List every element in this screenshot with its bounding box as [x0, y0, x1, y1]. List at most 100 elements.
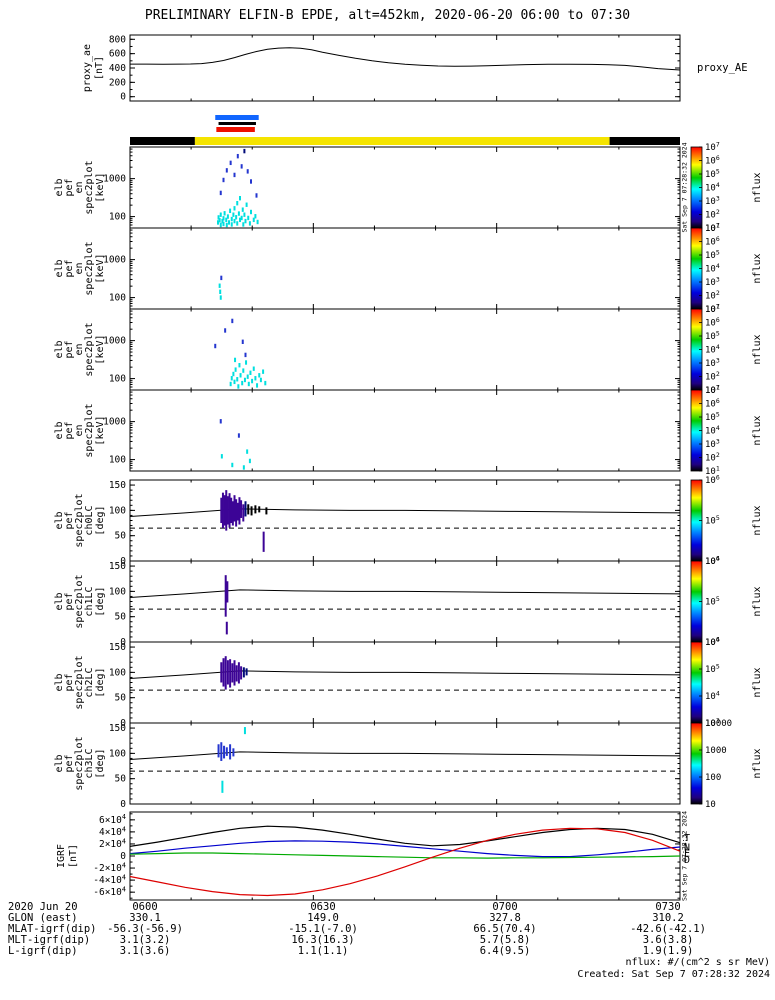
svg-text:elb: elb [54, 421, 65, 439]
footer-row-label: MLAT-igrf(dip) [8, 923, 97, 935]
svg-text:105: 105 [705, 595, 720, 607]
svg-text:106: 106 [705, 154, 720, 166]
svg-text:106: 106 [705, 316, 720, 328]
svg-text:104: 104 [705, 636, 720, 648]
svg-text:107: 107 [705, 141, 720, 153]
svg-text:[deg]: [deg] [95, 667, 106, 697]
svg-text:100: 100 [109, 293, 126, 304]
svg-text:en: en [74, 262, 85, 274]
svg-text:[keV]: [keV] [95, 415, 106, 445]
svg-text:105: 105 [705, 514, 720, 526]
footer-value: 6.4(9.5) [479, 945, 531, 957]
footer-row-label: GLON (east) [8, 912, 78, 924]
svg-text:102: 102 [705, 451, 720, 463]
svg-text:106: 106 [705, 397, 720, 409]
svg-text:0: 0 [120, 799, 126, 810]
svg-text:104: 104 [705, 181, 720, 193]
svg-text:spec2plot: spec2plot [74, 574, 85, 628]
panel-state_bars [215, 115, 259, 132]
svg-text:101: 101 [705, 465, 720, 477]
svg-text:102: 102 [705, 208, 720, 220]
footer-value: 16.3(16.3) [291, 934, 355, 946]
footer-row-mlt: MLT-igrf(dip) 3.1(3.2) 16.3(16.3) 5.7(5.… [0, 934, 775, 946]
svg-text:105: 105 [705, 411, 720, 423]
footer-value: 66.5(70.4) [473, 923, 537, 935]
svg-text:elb: elb [54, 259, 65, 277]
svg-text:nflux: nflux [752, 748, 763, 778]
svg-text:[deg]: [deg] [95, 748, 106, 778]
footer-value: 149.0 [307, 912, 339, 924]
svg-text:pef: pef [64, 178, 75, 196]
svg-text:50: 50 [115, 774, 127, 785]
svg-text:800: 800 [109, 34, 126, 45]
svg-text:0: 0 [120, 92, 126, 103]
footer-value: -42.6(-42.1) [630, 923, 706, 935]
svg-text:105: 105 [705, 168, 720, 180]
footer-date-label: 2020 Jun 20 [8, 901, 78, 913]
svg-text:105: 105 [705, 249, 720, 261]
svg-text:pef: pef [64, 592, 75, 610]
page-title: PRELIMINARY ELFIN-B EPDE, alt=452km, 202… [144, 8, 631, 23]
svg-text:105: 105 [705, 663, 720, 675]
svg-text:en: en [74, 424, 85, 436]
svg-text:elb: elb [54, 340, 65, 358]
svg-text:600: 600 [109, 49, 126, 60]
footer-value: 327.8 [489, 912, 521, 924]
footer-value: -15.1(-7.0) [288, 923, 358, 935]
svg-text:101: 101 [705, 222, 720, 234]
svg-text:[keV]: [keV] [95, 334, 106, 364]
svg-text:-6×104: -6×104 [93, 886, 126, 899]
xaxis-tick-label: 0600 [132, 901, 158, 913]
svg-text:103: 103 [705, 717, 720, 729]
svg-text:nflux: nflux [752, 253, 763, 283]
svg-text:107: 107 [705, 222, 720, 234]
svg-text:50: 50 [115, 612, 127, 623]
svg-text:103: 103 [705, 438, 720, 450]
svg-text:spec2plot: spec2plot [74, 493, 85, 547]
svg-text:100: 100 [109, 505, 126, 516]
svg-text:1000: 1000 [103, 174, 126, 185]
svg-text:102: 102 [705, 370, 720, 382]
svg-text:IGRF: IGRF [56, 844, 67, 868]
svg-text:elb: elb [54, 592, 65, 610]
svg-text:104: 104 [705, 424, 720, 436]
svg-text:pef: pef [64, 511, 75, 529]
svg-text:ch3LC: ch3LC [84, 748, 95, 778]
svg-text:spec2plot: spec2plot [74, 736, 85, 790]
panel-proxy_ae: 0 200 400 600 800 proxy_ae [nT] proxy_AE [82, 34, 748, 102]
svg-text:104: 104 [705, 343, 720, 355]
footer-row-lshell: L-igrf(dip) 3.1(3.6) 1.1(1.1) 6.4(9.5) 1… [0, 945, 775, 957]
side-timestamp: Sat Sep 7 07:28:32 2024 Sat Sep 7 07:28:3… [681, 142, 689, 901]
footer-value: 3.6(3.8) [642, 934, 694, 946]
svg-text:D: D [684, 855, 690, 866]
svg-text:pef: pef [64, 259, 75, 277]
svg-text:1000: 1000 [103, 255, 126, 266]
svg-text:106: 106 [705, 235, 720, 247]
svg-text:[deg]: [deg] [95, 505, 106, 535]
footer-value: 3.1(3.2) [119, 934, 171, 946]
svg-text:150: 150 [109, 723, 126, 734]
svg-text:spec2plot: spec2plot [84, 322, 95, 376]
svg-text:106: 106 [705, 555, 720, 567]
svg-text:200: 200 [109, 77, 126, 88]
svg-text:-4×104: -4×104 [93, 873, 126, 886]
svg-text:0: 0 [120, 556, 126, 567]
created-timestamp: Created: Sat Sep 7 07:28:32 2024 [577, 969, 770, 980]
svg-text:N: N [684, 843, 690, 854]
svg-text:101: 101 [705, 303, 720, 315]
svg-text:100: 100 [705, 773, 721, 783]
svg-text:en: en [74, 181, 85, 193]
svg-text:[nT]: [nT] [68, 844, 79, 868]
svg-text:10: 10 [705, 800, 716, 810]
svg-text:100: 100 [109, 748, 126, 759]
svg-text:1000: 1000 [103, 417, 126, 428]
panel-pa_ch0lc: 0 50 100 150 elb pef spec2plot ch0LC [deg] 106 105… [54, 474, 763, 567]
svg-text:104: 104 [705, 690, 720, 702]
svg-text:100: 100 [109, 212, 126, 223]
